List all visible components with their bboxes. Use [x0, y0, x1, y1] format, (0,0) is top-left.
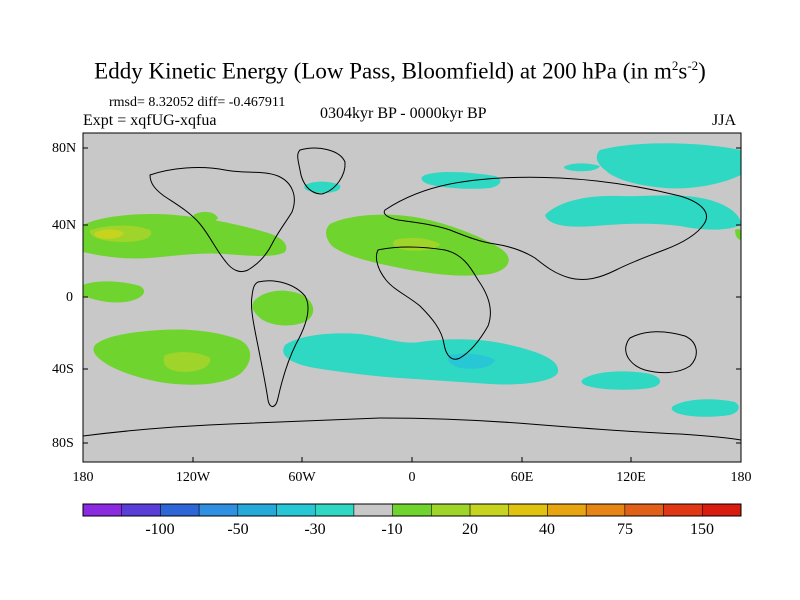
colorbar-cell [121, 503, 161, 517]
colorbar-cell [160, 503, 200, 517]
anomaly-neg-south-indian [581, 371, 661, 390]
coast-greenland [297, 147, 346, 195]
lat-label-0: 0 [66, 290, 73, 305]
coast-eurasia [383, 176, 707, 281]
colorbar-cell [392, 503, 432, 517]
coast-antarctica [83, 417, 741, 441]
anomaly-neg-southern-atlantic-core [448, 353, 495, 369]
colorbar-cell [469, 503, 510, 517]
colorbar-cell [547, 503, 587, 517]
colorbar-label: 20 [462, 521, 478, 538]
map-background [83, 133, 741, 462]
colorbar-label: 150 [690, 521, 714, 538]
lon-label-120w: 120W [175, 470, 211, 485]
coast-south-america [251, 280, 309, 407]
anomaly-pos-tropical-south-america [252, 290, 314, 326]
lon-label-180w: 180 [72, 470, 94, 485]
colorbar-label: -50 [227, 521, 249, 538]
anomaly-neg-arctic-pacific [596, 143, 741, 189]
anomaly-neg-south-pacific [671, 399, 739, 417]
anomaly-neg-northwest-atlantic [564, 163, 600, 172]
colorbar-cell [585, 503, 626, 517]
anomaly-pos-north-pacific [83, 214, 287, 259]
colorbar-label: -10 [381, 521, 403, 538]
anomaly-neg-europe [304, 181, 341, 193]
anomaly-neg-north-pacific [545, 195, 741, 230]
anomaly-neg-eastasia [421, 172, 501, 189]
lat-label-40n: 40N [52, 218, 77, 233]
coastlines [83, 147, 741, 441]
colorbar-cells [82, 503, 742, 517]
colorbar-label: 40 [539, 521, 555, 538]
lat-label-80s: 80S [52, 436, 74, 451]
colorbar-cell [82, 503, 122, 517]
colorbar-cell [702, 503, 742, 517]
tick-marks [82, 147, 742, 462]
lon-label-60w: 60W [288, 470, 316, 485]
coast-north-america [149, 167, 295, 273]
colorbar-cell [314, 503, 355, 517]
lon-label-120e: 120E [616, 470, 646, 485]
anomaly-fields [83, 143, 741, 417]
coast-africa [375, 246, 491, 360]
period-label: 0304kyr BP - 0000kyr BP [320, 105, 487, 122]
figure-title: Eddy Kinetic Energy (Low Pass, Bloomfiel… [94, 58, 706, 84]
colorbar-cell [508, 503, 548, 517]
colorbar-cell [431, 503, 471, 517]
anomaly-pos-southwest-pacific [83, 281, 145, 303]
anomaly-pos-east-pacific-small [193, 211, 218, 224]
colorbar-label: -30 [304, 521, 326, 538]
lat-label-80n: 80N [52, 141, 77, 156]
anomaly-neg-southern-atlantic [283, 333, 559, 385]
anomaly-pos-north-pacific-peak [94, 229, 124, 239]
lon-label-180e: 180 [730, 470, 752, 485]
stats-text: rmsd= 8.32052 diff= -0.467911 [109, 95, 286, 110]
colorbar-cell [276, 503, 316, 517]
anomaly-pos-southeast-pacific-core [163, 352, 211, 372]
lon-label-60e: 60E [510, 470, 534, 485]
colorbar-label: -100 [145, 521, 175, 538]
colorbar-label: 75 [617, 521, 633, 538]
colorbar-cell [624, 503, 664, 517]
colorbar-frame [82, 503, 742, 517]
lat-label-40s: 40S [52, 362, 74, 377]
anomaly-pos-east-pacific-coast [735, 228, 741, 240]
colorbar-cell [353, 503, 393, 517]
coast-australia [625, 331, 697, 374]
colorbar-cell [663, 503, 703, 517]
colorbar-cell [198, 503, 239, 517]
season-label: JJA [712, 112, 737, 129]
lon-label-0: 0 [408, 470, 416, 485]
colorbar-cell [237, 503, 277, 517]
experiment-label: Expt = xqfUG-xqfua [83, 112, 217, 129]
